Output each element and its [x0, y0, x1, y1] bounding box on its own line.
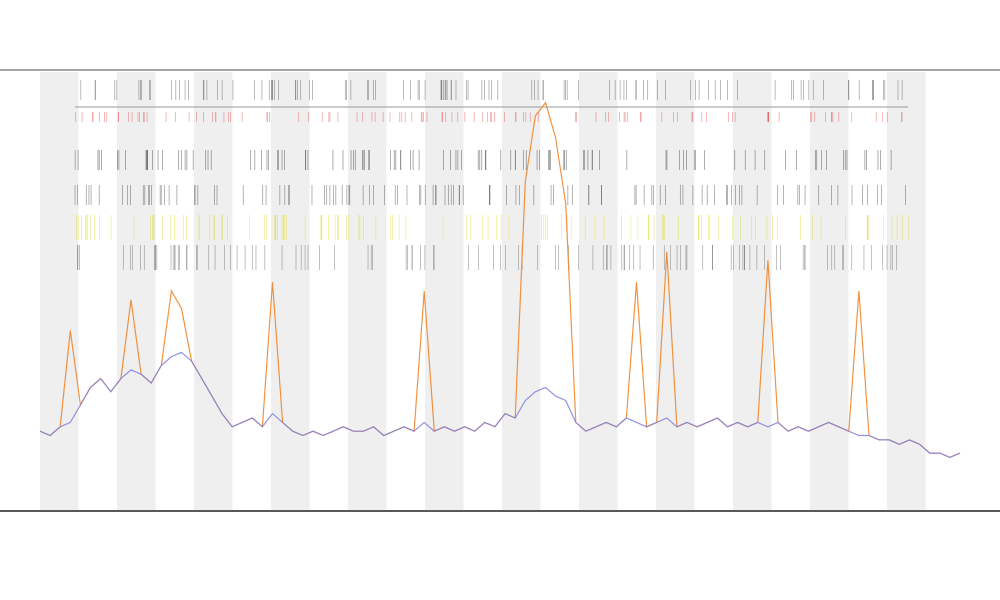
series-line — [39, 351, 961, 459]
band — [271, 72, 310, 510]
band — [579, 72, 618, 510]
plot-area — [39, 101, 961, 459]
band — [117, 72, 156, 510]
band — [502, 72, 541, 510]
band — [733, 72, 772, 510]
band — [810, 72, 849, 510]
background-bands — [40, 72, 926, 510]
event-ticks — [74, 80, 910, 270]
band — [425, 72, 464, 510]
band — [656, 72, 695, 510]
band — [194, 72, 233, 510]
band — [40, 72, 79, 510]
band — [887, 72, 926, 510]
band — [348, 72, 387, 510]
